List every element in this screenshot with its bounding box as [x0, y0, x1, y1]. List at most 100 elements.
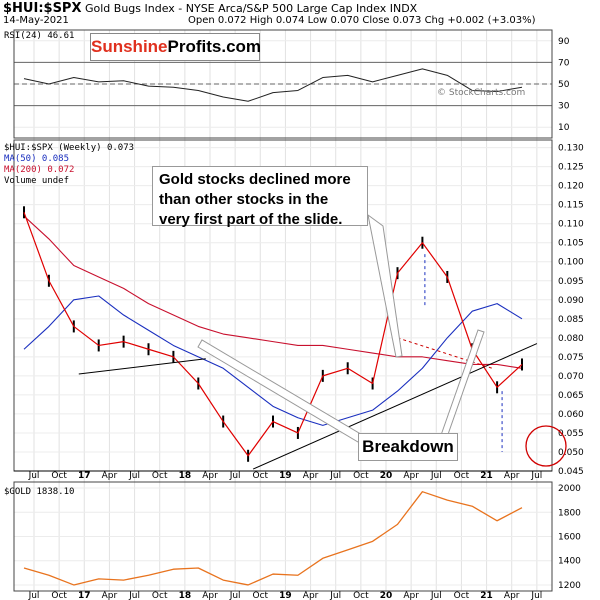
- header-row-2: 14-May-2021 Open 0.072 High 0.074 Low 0.…: [3, 15, 597, 26]
- y-tick-label: 0.065: [558, 391, 584, 401]
- x-tick-label: 17: [78, 471, 91, 481]
- x-tick-label: Oct: [51, 591, 67, 600]
- y-tick-label: 0.045: [558, 467, 584, 477]
- dashed-decline-line: [397, 337, 493, 369]
- main-legend: $HUI:$SPX (Weekly) 0.073: [4, 143, 135, 153]
- y-tick-label: 0.060: [558, 410, 584, 420]
- y-tick-label: 0.050: [558, 448, 584, 458]
- x-axis-ticks: Jul Jul Oct Oct 17 17 Apr Apr Jul Jul Oct Oct 18 18 Ap…: [28, 471, 543, 600]
- x-tick-label: Jul: [329, 471, 341, 481]
- y-tick-label: 0.125: [558, 163, 584, 173]
- panel-borders: [13, 29, 553, 592]
- panel-border-0: [13, 29, 553, 139]
- breakdown-pointer-right: [439, 329, 485, 441]
- y-tick-label: 1200: [558, 581, 581, 591]
- x-tick-label: Apr: [303, 471, 319, 481]
- y-tick-label: 70: [558, 58, 570, 68]
- x-tick-label: Jul: [28, 591, 40, 600]
- x-tick-label: 20: [380, 471, 393, 481]
- x-tick-label: Oct: [253, 471, 269, 481]
- symbol-label: $HUI:$SPX: [3, 1, 82, 16]
- ma50-legend: MA(50) 0.085: [4, 154, 70, 164]
- x-tick-label: Apr: [102, 591, 118, 600]
- x-tick-label: Jul: [430, 471, 442, 481]
- x-tick-label: Oct: [454, 471, 470, 481]
- x-tick-label: Jul: [430, 591, 442, 600]
- y-tick-label: 0.095: [558, 277, 584, 287]
- x-tick-label: Jul: [329, 591, 341, 600]
- y-tick-label: 0.100: [558, 258, 584, 268]
- y-tick-label: 0.055: [558, 429, 584, 439]
- x-tick-label: Jul: [229, 591, 241, 600]
- panel-border-2: [13, 481, 553, 592]
- copyright-label: © StockCharts.com: [437, 88, 526, 98]
- grid: [14, 30, 552, 591]
- x-tick-label: 19: [279, 471, 292, 481]
- ma200-legend: MA(200) 0.072: [4, 165, 75, 175]
- x-tick-label: 17: [78, 591, 91, 600]
- y-tick-label: 50: [558, 80, 570, 90]
- x-tick-label: Apr: [202, 591, 218, 600]
- breakdown-label: Breakdown: [358, 433, 458, 461]
- y-tick-label: 0.080: [558, 334, 584, 344]
- y-tick-label: 0.110: [558, 220, 584, 230]
- gold-line: [23, 491, 523, 586]
- y-tick-label: 10: [558, 123, 570, 133]
- y-tick-label: 0.085: [558, 315, 584, 325]
- y-tick-label: 0.115: [558, 201, 584, 211]
- price-line: [23, 212, 523, 457]
- watermark-logo: SunshineProfits.com: [90, 33, 261, 61]
- x-tick-label: Oct: [353, 591, 369, 600]
- flat-support-line: [78, 358, 206, 375]
- x-tick-label: Jul: [128, 471, 140, 481]
- ma200-line: [23, 215, 523, 369]
- x-tick-label: 18: [179, 591, 192, 600]
- x-tick-label: Jul: [28, 471, 40, 481]
- x-tick-label: Jul: [530, 591, 542, 600]
- x-tick-label: Jul: [229, 471, 241, 481]
- y-tick-label: 0.075: [558, 353, 584, 363]
- x-tick-label: Apr: [102, 471, 118, 481]
- x-tick-label: Oct: [152, 471, 168, 481]
- rising-support-line: [252, 343, 538, 470]
- y-tick-label: 30: [558, 102, 570, 112]
- y-tick-label: 90: [558, 37, 570, 47]
- y-tick-label: 0.120: [558, 182, 584, 192]
- rsi-line: [23, 68, 523, 102]
- x-tick-label: 20: [380, 591, 393, 600]
- ohlc-readout: Open 0.072 High 0.074 Low 0.070 Close 0.…: [188, 15, 536, 26]
- y-tick-label: 0.105: [558, 239, 584, 249]
- note-pointer: [367, 213, 403, 358]
- series-layer: [23, 68, 523, 586]
- chart-date: 14-May-2021: [3, 15, 69, 26]
- x-tick-label: Oct: [152, 591, 168, 600]
- ma50-line: [23, 295, 523, 426]
- x-tick-label: 19: [279, 591, 292, 600]
- y-tick-label: 0.090: [558, 296, 584, 306]
- x-tick-label: Apr: [403, 591, 419, 600]
- x-tick-label: Apr: [303, 591, 319, 600]
- y-axis-ticks: 10 30 50 70 90 0.045 0.050 0.055 0.060 0.065 0.070…: [558, 37, 584, 591]
- x-tick-label: Apr: [504, 471, 520, 481]
- highlight-circle: [525, 425, 567, 467]
- x-tick-label: Apr: [202, 471, 218, 481]
- y-tick-label: 1400: [558, 557, 581, 567]
- x-tick-label: Oct: [253, 591, 269, 600]
- x-tick-label: Apr: [504, 591, 520, 600]
- annotation-note: Gold stocks declined more than other sto…: [152, 166, 368, 228]
- x-tick-label: Jul: [128, 591, 140, 600]
- x-tick-label: 18: [179, 471, 192, 481]
- index-title: Gold Bugs Index - NYSE Arca/S&P 500 Larg…: [84, 2, 418, 15]
- x-tick-label: 21: [480, 591, 493, 600]
- volume-legend: Volume undef: [4, 176, 70, 186]
- y-tick-label: 0.070: [558, 372, 584, 382]
- y-tick-label: 0.130: [558, 144, 584, 154]
- x-tick-label: Apr: [403, 471, 419, 481]
- x-tick-label: Jul: [530, 471, 542, 481]
- rsi-legend: RSI(24) 46.61: [4, 31, 75, 41]
- x-tick-label: Oct: [353, 471, 369, 481]
- x-tick-label: Oct: [51, 471, 67, 481]
- y-tick-label: 1800: [558, 508, 581, 518]
- y-tick-label: 2000: [558, 484, 581, 494]
